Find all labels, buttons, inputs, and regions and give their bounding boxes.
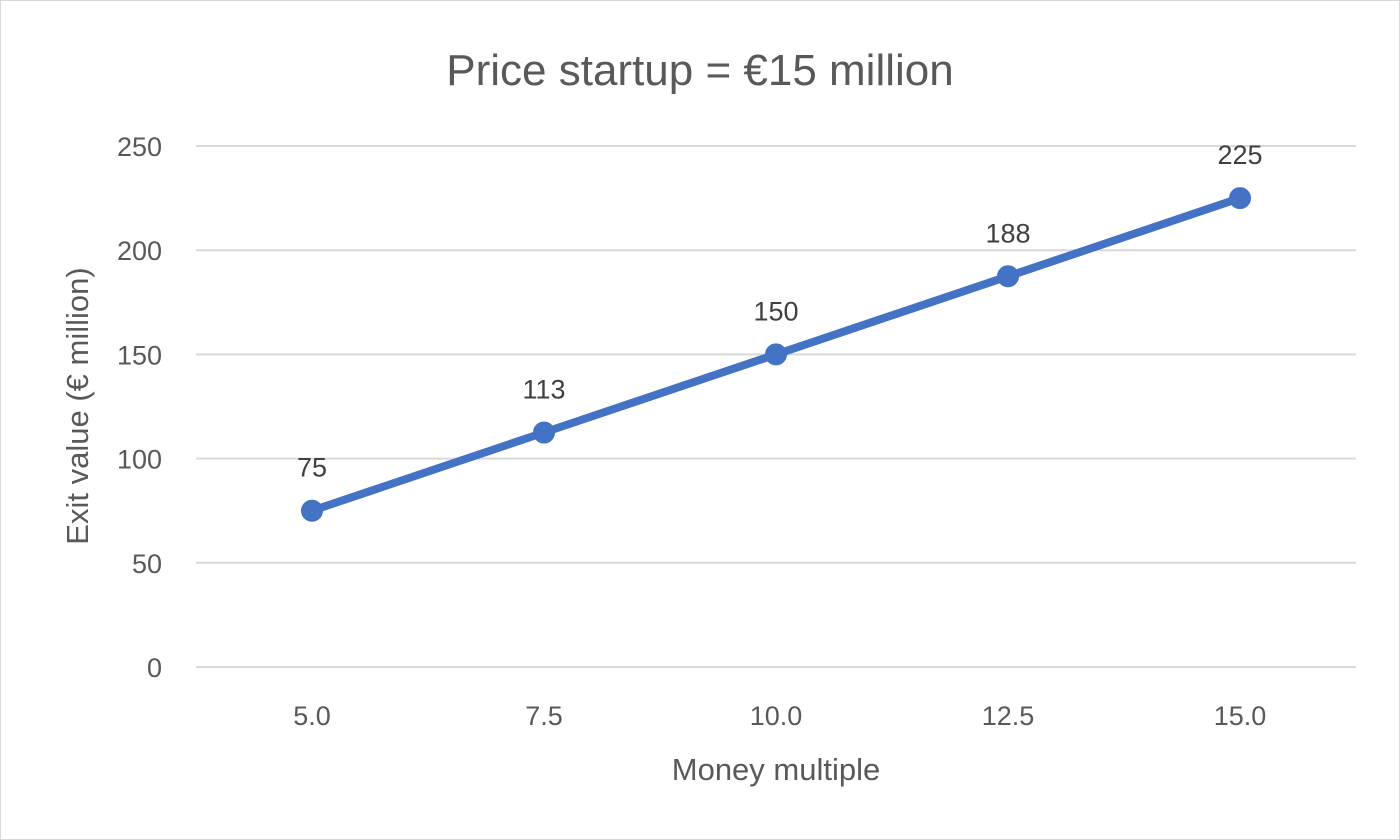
data-point: [765, 343, 787, 366]
y-tick-label: 200: [117, 236, 162, 266]
x-tick-label: 10.0: [750, 701, 803, 731]
data-point: [533, 421, 555, 444]
data-label: 113: [522, 375, 565, 405]
x-tick-label: 12.5: [982, 701, 1035, 731]
data-label: 150: [753, 296, 798, 326]
y-tick-label: 0: [147, 653, 162, 683]
y-tick-label: 50: [132, 549, 162, 579]
x-axis-label: Money multiple: [672, 752, 880, 787]
data-point: [1229, 187, 1251, 210]
data-label: 188: [985, 218, 1030, 248]
chart-title: Price startup = €15 million: [446, 46, 953, 95]
data-point: [301, 499, 323, 522]
gridlines: [196, 145, 1356, 668]
x-tick-label: 15.0: [1214, 701, 1267, 731]
y-axis-ticks: 0 50 100 150 200 250: [117, 132, 162, 683]
x-axis-ticks: 5.0 7.5 10.0 12.5 15.0: [293, 701, 1266, 731]
y-tick-label: 250: [117, 132, 162, 162]
y-axis-label: Exit value (€ million): [60, 267, 95, 544]
data-label: 75: [297, 453, 327, 483]
x-tick-label: 7.5: [525, 701, 563, 731]
data-point: [997, 265, 1019, 288]
x-tick-label: 5.0: [293, 701, 331, 731]
series-markers: [301, 187, 1251, 522]
data-labels: 75 113 150 188 225: [297, 140, 1263, 483]
y-tick-label: 150: [117, 340, 162, 370]
data-label: 225: [1217, 140, 1262, 170]
y-tick-label: 100: [117, 445, 162, 475]
